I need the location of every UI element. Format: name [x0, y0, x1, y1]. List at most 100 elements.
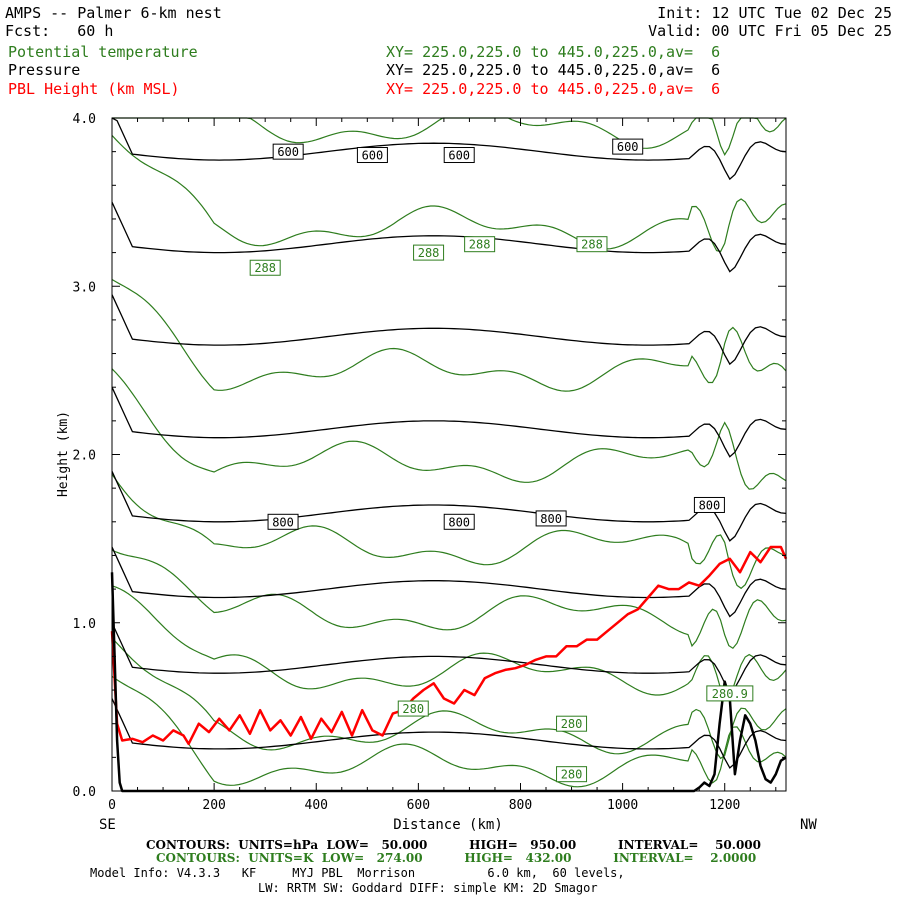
pressure-contour-650: [111, 201, 787, 273]
x-tick-label: 200: [202, 798, 225, 813]
field-xy-pbl: XY= 225.0,225.0 to 445.0,225.0,av= 6: [386, 80, 721, 98]
footer-model-info: Model Info: V4.3.3 KF MYJ PBL Morrison 6…: [90, 866, 625, 880]
forecast-hour: Fcst: 60 h: [5, 22, 114, 40]
contour-label-box: [464, 236, 496, 253]
y-tick-label: 3.0: [73, 280, 96, 295]
contour-label: 280: [556, 715, 588, 732]
field-name-theta: Potential temperature: [8, 43, 198, 61]
init-time: Init: 12 UTC Tue 02 Dec 25: [657, 4, 892, 22]
contour-label-box: [356, 147, 388, 164]
contour-label-box: [397, 700, 429, 717]
contour-label-box: [267, 513, 299, 530]
y-tick-label: 0.0: [73, 785, 96, 800]
contour-label: 600: [443, 147, 475, 164]
pressure-contour-700: [111, 294, 787, 366]
pressure-contour-850: [111, 546, 787, 618]
x-end-label-right: NW: [800, 817, 817, 833]
theta-contour-line: [111, 585, 787, 702]
contour-label: 800: [535, 510, 567, 527]
contour-label: 280.9: [706, 685, 754, 702]
contour-label: 600: [612, 138, 644, 155]
y-tick-label: 2.0: [73, 449, 96, 464]
contour-label-text: 800: [699, 498, 721, 512]
contour-label-box: [443, 147, 475, 164]
contour-label-box: [535, 510, 567, 527]
pressure-contour-600: [111, 117, 787, 181]
contour-label: 288: [576, 236, 608, 253]
field-name-pressure: Pressure: [8, 61, 81, 79]
field-xy-pressure: XY= 225.0,225.0 to 445.0,225.0,av= 6: [386, 61, 721, 79]
contour-label-text: 600: [448, 149, 470, 163]
theta-contour-line: [111, 637, 787, 760]
contour-label-text: 288: [469, 238, 491, 252]
contour-label: 288: [249, 259, 281, 276]
contour-label: 800: [693, 496, 725, 513]
contour-label-text: 800: [540, 512, 562, 526]
contour-label-box: [249, 259, 281, 276]
contour-label-text: 288: [418, 246, 440, 260]
theta-contour-line: [111, 675, 787, 788]
pressure-contour-800: [111, 471, 787, 542]
theta-contour-line: [111, 278, 787, 392]
pressure-contour-950: [111, 698, 787, 769]
contour-label-box: [693, 496, 725, 513]
contour-label: 288: [413, 244, 445, 261]
contour-label-box: [706, 685, 754, 702]
contour-label-box: [272, 143, 304, 160]
contour-label-text: 600: [362, 149, 384, 163]
contour-label: 280: [556, 766, 588, 783]
y-tick-label: 1.0: [73, 617, 96, 632]
x-tick-label: 0: [108, 798, 116, 813]
theta-contour-line: [111, 368, 787, 490]
pressure-contours: [111, 117, 787, 769]
contour-label-text: 280: [402, 702, 424, 716]
contour-label-text: 800: [272, 515, 294, 529]
theta-contours: [111, 117, 787, 788]
terrain-line: [110, 572, 787, 793]
x-tick-label: 1200: [709, 798, 740, 813]
valid-time: Valid: 00 UTC Fri 05 Dec 25: [648, 22, 892, 40]
theta-contour-line: [111, 549, 787, 649]
plot-title: AMPS -- Palmer 6-km nest: [5, 4, 222, 22]
contour-label-text: 600: [277, 145, 299, 159]
footer-physics: LW: RRTM SW: Goddard DIFF: simple KM: 2D…: [258, 881, 598, 895]
theta-contour-line: [111, 473, 787, 590]
field-xy-theta: XY= 225.0,225.0 to 445.0,225.0,av= 6: [386, 43, 721, 61]
x-tick-label: 800: [509, 798, 532, 813]
x-end-label-left: SE: [99, 817, 116, 833]
footer-contours-theta: CONTOURS: UNITS=K LOW= 274.00 HIGH= 432.…: [156, 851, 757, 865]
contour-label-text: 280.9: [712, 687, 748, 701]
contour-label-box: [556, 715, 588, 732]
y-axis-label: Height (km): [56, 411, 71, 497]
contour-label: 800: [267, 513, 299, 530]
pbl-height-km-msl-line: [110, 545, 788, 746]
pressure-contour-900: [111, 622, 787, 694]
contour-label-box: [612, 138, 644, 155]
axes: 0.0 1.0 2.0 3.0 4.0 0 200 400 600 800 1000 1200: [73, 112, 787, 813]
y-tick-label: 4.0: [73, 112, 96, 127]
contour-label-text: 280: [561, 717, 583, 731]
contour-label-text: 288: [581, 238, 603, 252]
contour-label: 600: [356, 147, 388, 164]
contour-label-text: 800: [448, 515, 470, 529]
x-axis-label: Distance (km): [393, 817, 503, 833]
x-tick-label: 1000: [607, 798, 638, 813]
contour-label-text: 280: [561, 768, 583, 782]
contour-label-box: [556, 766, 588, 783]
pressure-contour-750: [111, 386, 787, 458]
contour-label-text: 600: [617, 140, 639, 154]
theta-contour-line: [111, 134, 787, 253]
contour-label-box: [576, 236, 608, 253]
contour-label: 800: [443, 513, 475, 530]
field-name-pbl: PBL Height (km MSL): [8, 80, 180, 98]
contour-label: 280: [397, 700, 429, 717]
contour-label: 288: [464, 236, 496, 253]
contour-label-box: [413, 244, 445, 261]
footer-contours-pressure: CONTOURS: UNITS=hPa LOW= 50.000 HIGH= 95…: [146, 838, 762, 852]
contour-label: 600: [272, 143, 304, 160]
x-tick-label: 400: [305, 798, 328, 813]
contour-label-text: 288: [254, 261, 276, 275]
x-tick-label: 600: [407, 798, 430, 813]
contour-labels: 600 600 600 600 288 288 288 288 800 800 800 800 280 2…: [249, 138, 754, 783]
